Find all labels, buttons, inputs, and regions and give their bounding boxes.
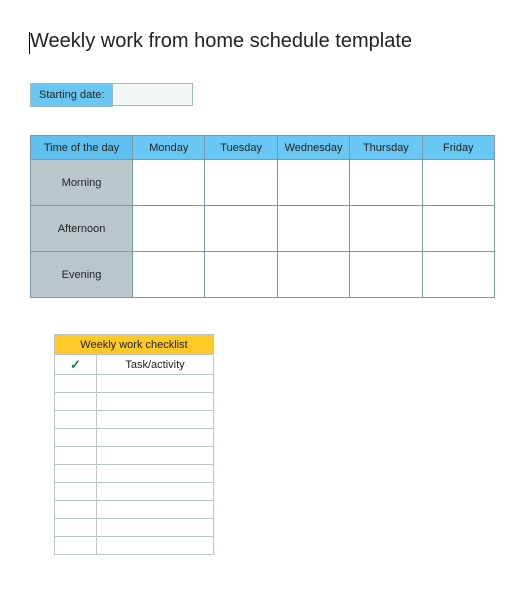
- schedule-cell[interactable]: [350, 160, 422, 206]
- schedule-cell[interactable]: [277, 206, 349, 252]
- checklist-head-row: ✓ Task/activity: [55, 355, 214, 375]
- checklist-task-cell[interactable]: [97, 501, 214, 519]
- checklist-tick-cell[interactable]: [55, 393, 97, 411]
- checklist-table: Weekly work checklist ✓ Task/activity: [54, 334, 214, 555]
- checklist-row: [55, 393, 214, 411]
- schedule-day-header: Friday: [422, 136, 494, 160]
- checklist-task-cell[interactable]: [97, 429, 214, 447]
- starting-date-row: Starting date:: [30, 83, 495, 107]
- schedule-day-header: Tuesday: [205, 136, 277, 160]
- checklist-tick-cell[interactable]: [55, 483, 97, 501]
- schedule-row: Afternoon: [31, 206, 495, 252]
- checklist-title: Weekly work checklist: [55, 335, 214, 355]
- starting-date-input[interactable]: [113, 83, 193, 106]
- schedule-cell[interactable]: [205, 252, 277, 298]
- checklist-tick-cell[interactable]: [55, 465, 97, 483]
- checklist-task-cell[interactable]: [97, 537, 214, 555]
- schedule-cell[interactable]: [205, 160, 277, 206]
- page-title-text: Weekly work from home schedule template: [30, 30, 412, 52]
- checklist-tick-cell[interactable]: [55, 429, 97, 447]
- schedule-header-row: Time of the dayMondayTuesdayWednesdayThu…: [31, 136, 495, 160]
- schedule-time-label: Afternoon: [31, 206, 133, 252]
- checklist-row: [55, 519, 214, 537]
- checklist-tick-cell[interactable]: [55, 447, 97, 465]
- schedule-cell[interactable]: [422, 160, 494, 206]
- schedule-day-header: Wednesday: [277, 136, 349, 160]
- checklist-task-cell[interactable]: [97, 465, 214, 483]
- page-title: Weekly work from home schedule template: [30, 30, 495, 53]
- schedule-body: MorningAfternoonEvening: [31, 160, 495, 298]
- checklist-row: [55, 465, 214, 483]
- checklist-task-cell[interactable]: [97, 375, 214, 393]
- schedule-corner-label: Time of the day: [31, 136, 133, 160]
- schedule-row: Morning: [31, 160, 495, 206]
- schedule-cell[interactable]: [133, 206, 205, 252]
- schedule-table: Time of the dayMondayTuesdayWednesdayThu…: [30, 135, 495, 298]
- checklist-row: [55, 429, 214, 447]
- schedule-cell[interactable]: [133, 252, 205, 298]
- schedule-cell[interactable]: [133, 160, 205, 206]
- checklist-row: [55, 375, 214, 393]
- checklist-task-cell[interactable]: [97, 447, 214, 465]
- checklist-tick-cell[interactable]: [55, 519, 97, 537]
- checklist-tick-cell[interactable]: [55, 411, 97, 429]
- schedule-cell[interactable]: [422, 252, 494, 298]
- schedule-cell[interactable]: [205, 206, 277, 252]
- checklist-task-cell[interactable]: [97, 411, 214, 429]
- schedule-cell[interactable]: [350, 252, 422, 298]
- checklist-row: [55, 447, 214, 465]
- schedule-day-header: Monday: [133, 136, 205, 160]
- checklist-body: [55, 375, 214, 555]
- schedule-row: Evening: [31, 252, 495, 298]
- checklist-col-tick: ✓: [55, 355, 97, 375]
- schedule-cell[interactable]: [422, 206, 494, 252]
- schedule-day-header: Thursday: [350, 136, 422, 160]
- checklist-col-task: Task/activity: [97, 355, 214, 375]
- checklist-task-cell[interactable]: [97, 393, 214, 411]
- checklist-task-cell[interactable]: [97, 483, 214, 501]
- checklist-row: [55, 411, 214, 429]
- checklist-tick-cell[interactable]: [55, 501, 97, 519]
- schedule-cell[interactable]: [350, 206, 422, 252]
- schedule-time-label: Evening: [31, 252, 133, 298]
- checklist-tick-cell[interactable]: [55, 375, 97, 393]
- checklist-wrap: Weekly work checklist ✓ Task/activity: [54, 334, 214, 555]
- starting-date-label: Starting date:: [30, 83, 113, 107]
- checklist-row: [55, 537, 214, 555]
- checklist-task-cell[interactable]: [97, 519, 214, 537]
- schedule-cell[interactable]: [277, 160, 349, 206]
- text-cursor: [29, 32, 30, 54]
- checklist-row: [55, 501, 214, 519]
- checklist-row: [55, 483, 214, 501]
- schedule-time-label: Morning: [31, 160, 133, 206]
- check-icon: ✓: [70, 357, 81, 372]
- schedule-cell[interactable]: [277, 252, 349, 298]
- checklist-tick-cell[interactable]: [55, 537, 97, 555]
